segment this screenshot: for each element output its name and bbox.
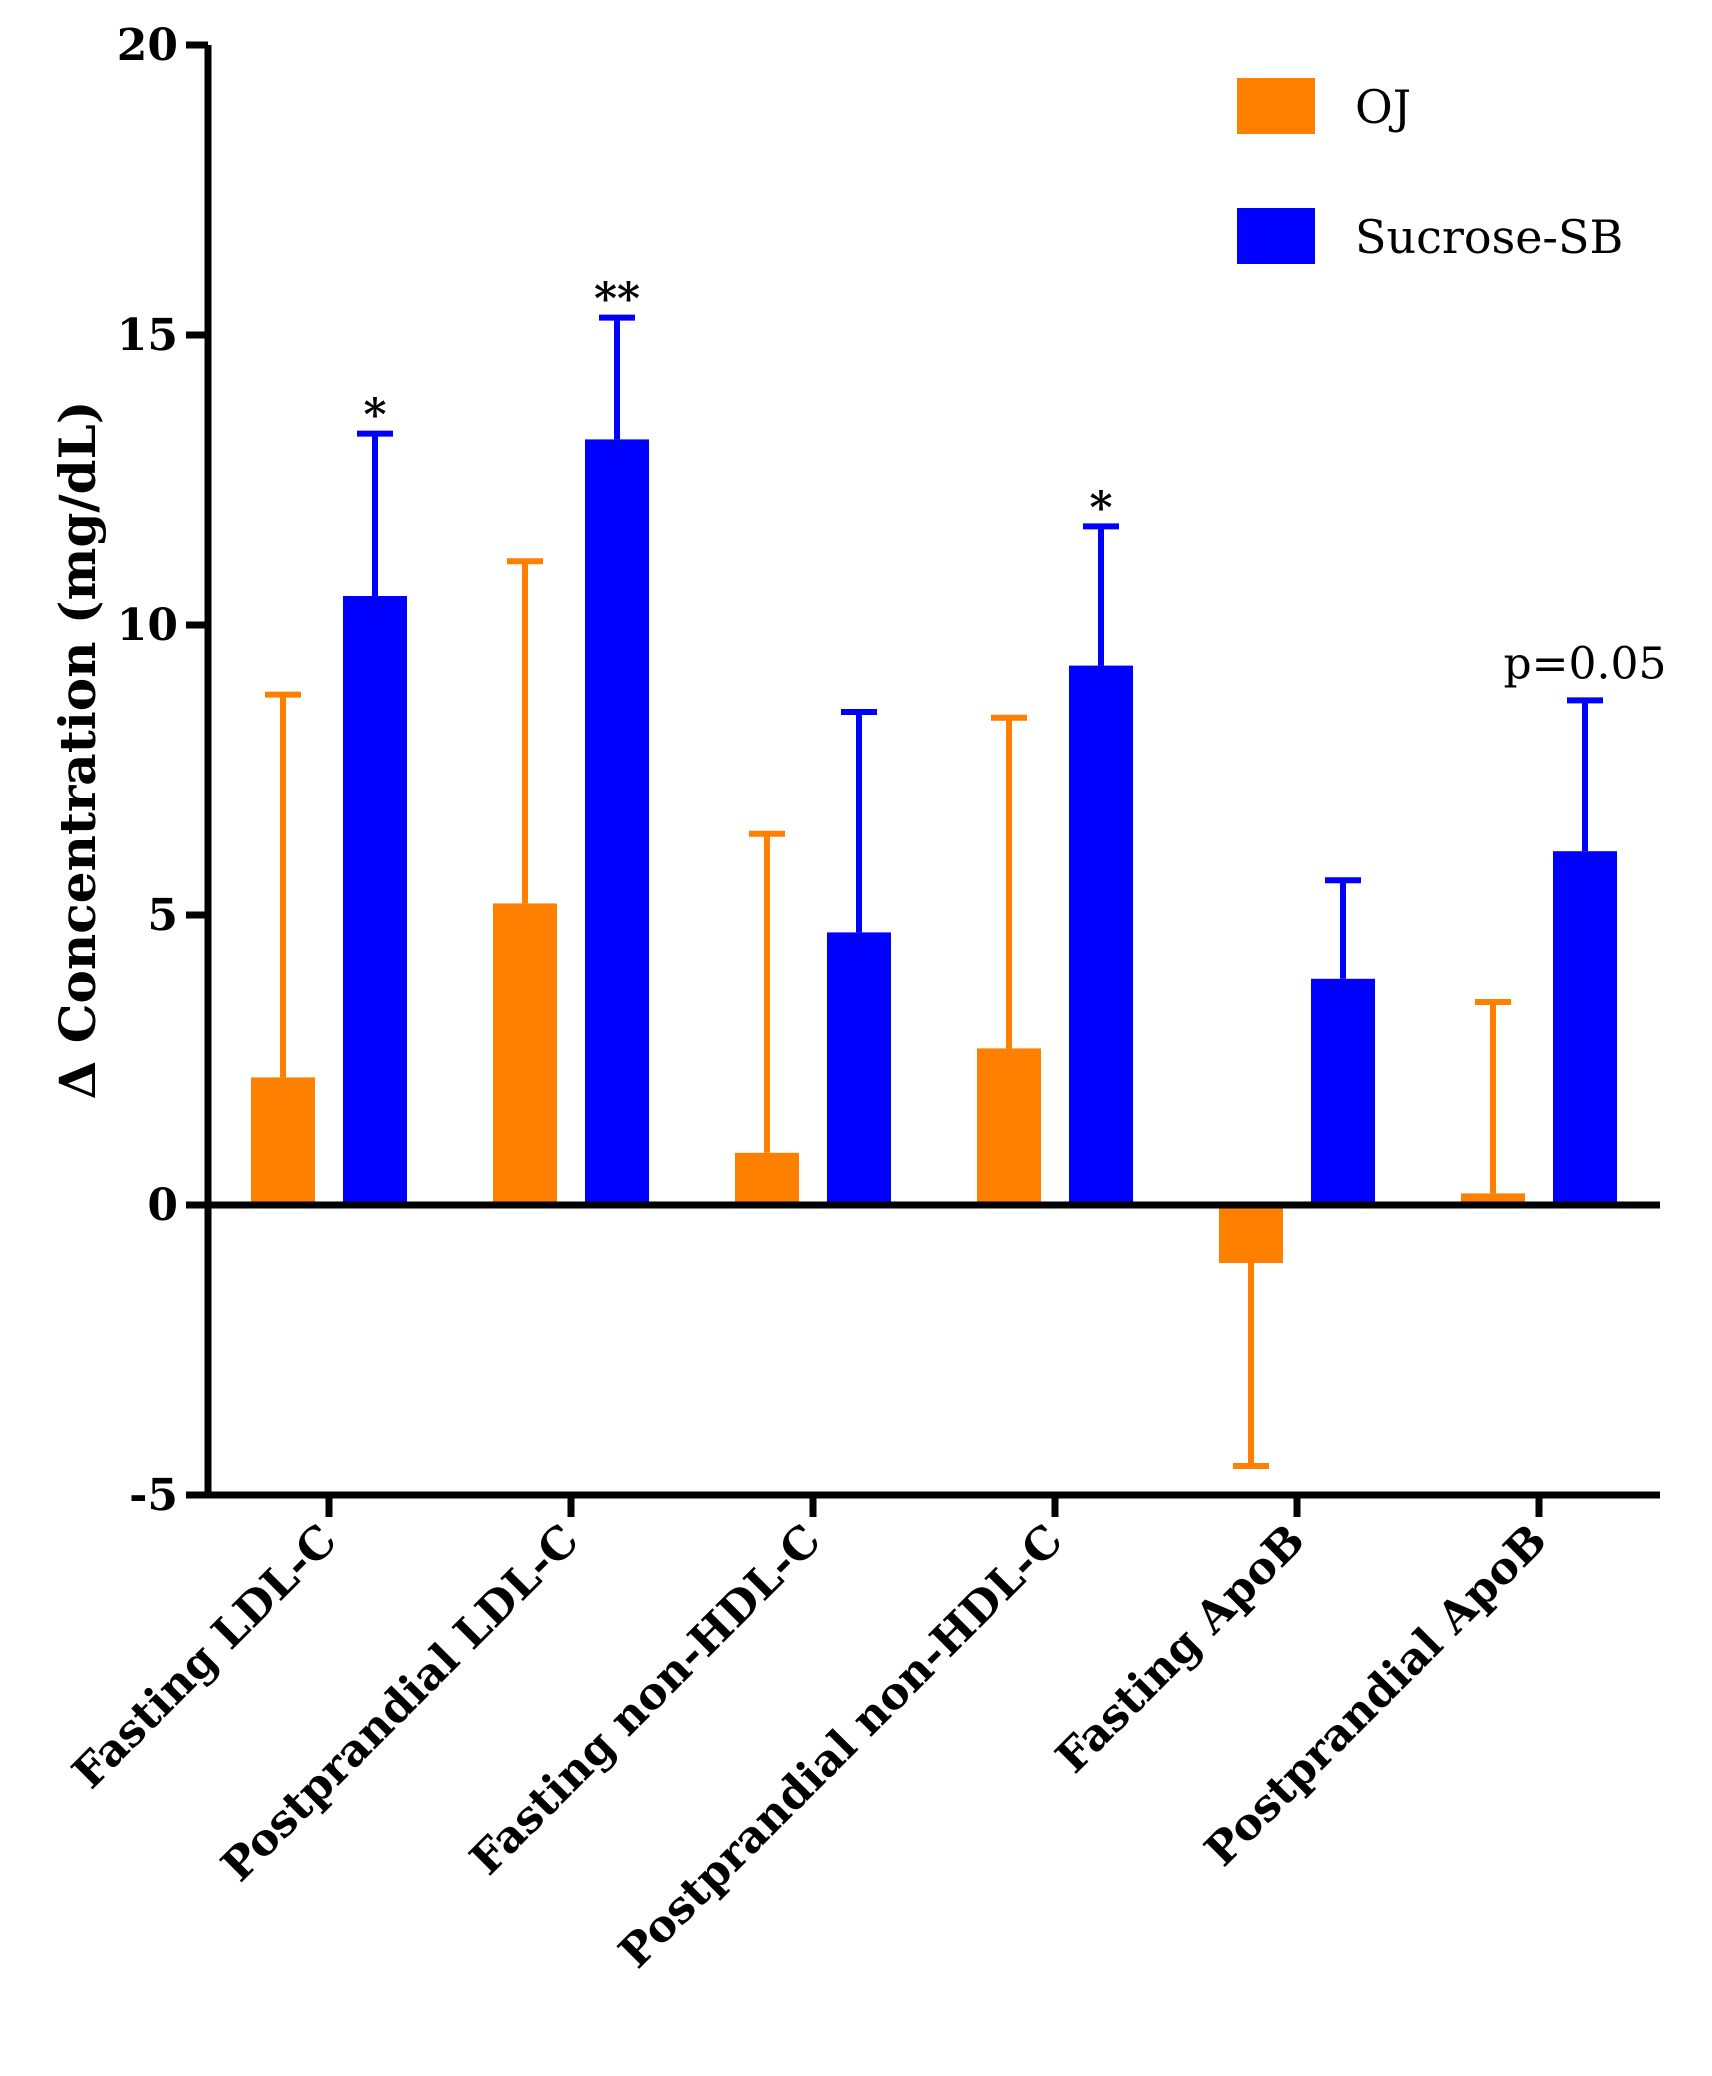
annotation-3: p=0.05	[1503, 638, 1666, 689]
bar-sucrose-sb-4	[1311, 978, 1375, 1205]
x-tick-label-4: Fasting ApoB	[1046, 1515, 1314, 1783]
legend-swatch-sucrose-sb	[1237, 208, 1315, 264]
legend-swatch-oj	[1237, 78, 1315, 134]
bar-oj-4	[1219, 1205, 1283, 1263]
x-tick-label-3: Postprandial non-HDL-C	[609, 1515, 1072, 1978]
bars-layer	[251, 439, 1617, 1263]
legend-label-sucrose-sb: Sucrose-SB	[1355, 210, 1623, 264]
y-tick-label-4: 0	[147, 1180, 178, 1231]
bar-oj-3	[977, 1048, 1041, 1205]
bar-oj-0	[251, 1077, 315, 1205]
bar-oj-1	[493, 903, 557, 1205]
y-axis-title: Δ Concentration (mg/dL)	[48, 401, 107, 1100]
x-tick-label-0: Fasting LDL-C	[63, 1515, 347, 1799]
annotation-0: *	[363, 390, 386, 441]
bar-oj-2	[735, 1152, 799, 1205]
annotations-layer: ****p=0.05	[363, 274, 1666, 690]
bar-sucrose-sb-2	[827, 932, 891, 1205]
y-tick-label-5: -5	[129, 1470, 178, 1521]
bar-sucrose-sb-5	[1553, 851, 1617, 1205]
error-bars-layer	[265, 314, 1603, 1469]
y-tick-label-3: 5	[147, 890, 178, 941]
axes-layer	[186, 41, 1660, 1517]
bar-sucrose-sb-0	[343, 596, 407, 1205]
annotation-2: *	[1089, 482, 1112, 533]
bar-oj-5	[1461, 1193, 1525, 1205]
y-tick-label-2: 10	[117, 600, 178, 651]
y-tick-label-1: 15	[117, 310, 178, 361]
annotation-1: **	[594, 274, 640, 325]
legend: OJ Sucrose-SB	[1237, 78, 1623, 264]
y-tick-label-0: 20	[117, 20, 178, 71]
bar-sucrose-sb-1	[585, 439, 649, 1205]
legend-label-oj: OJ	[1355, 80, 1411, 134]
bar-sucrose-sb-3	[1069, 665, 1133, 1205]
